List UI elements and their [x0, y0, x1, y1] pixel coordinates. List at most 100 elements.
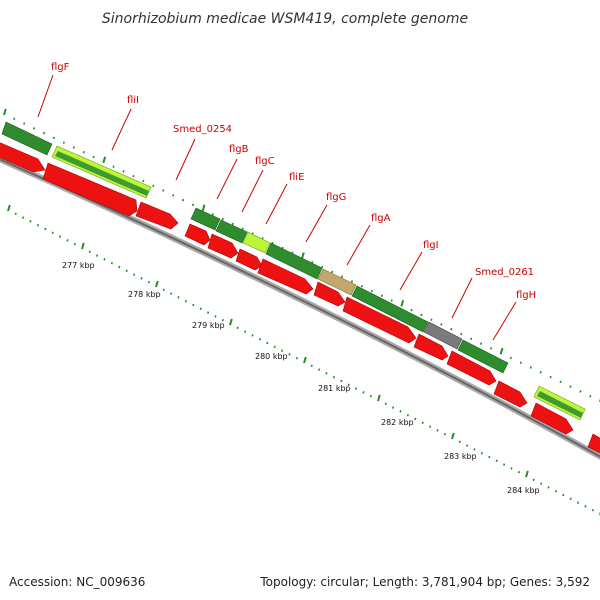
cds-arrow: [42, 162, 138, 217]
minor-tick: [310, 364, 313, 368]
gene-block-flgF: [1, 121, 53, 156]
minor-tick: [421, 421, 424, 425]
kbp-label: 279 kbp: [192, 321, 225, 330]
gene-label: flgF: [51, 62, 70, 73]
gene-label: fliE: [289, 172, 304, 183]
minor-tick: [73, 242, 76, 246]
minor-tick: [529, 366, 532, 369]
minor-tick: [103, 258, 106, 261]
minor-tick: [420, 313, 423, 317]
minor-tick: [51, 231, 54, 235]
minor-tick: [52, 136, 56, 140]
minor-tick: [112, 165, 115, 168]
minor-tick: [162, 288, 165, 292]
minor-tick: [288, 353, 291, 356]
minor-tick: [221, 318, 224, 322]
minor-tick: [466, 444, 469, 447]
minor-tick: [192, 303, 195, 307]
minor-tick: [519, 361, 522, 364]
minor-tick: [470, 337, 473, 341]
gene-labels: flgF fliI Smed_0254 flgB flgC fliE flgG …: [51, 62, 536, 301]
map-title: Sinorhizobium medicae WSM419, complete g…: [102, 11, 468, 27]
minor-tick: [489, 347, 493, 350]
gene-label: flgA: [371, 213, 391, 224]
cds-arrow: [235, 248, 263, 271]
major-tick: [499, 347, 504, 355]
major-tick: [377, 394, 381, 402]
minor-tick: [241, 227, 244, 231]
minor-tick: [152, 184, 155, 187]
major-tick: [303, 356, 307, 364]
minor-tick: [440, 323, 443, 326]
cds-arrow: [530, 402, 574, 435]
minor-tick: [133, 273, 136, 276]
gene-block-flgH: [457, 339, 509, 374]
minor-tick: [281, 349, 284, 352]
minor-tick: [539, 371, 542, 374]
cds-arrow: [184, 223, 211, 246]
minor-tick: [221, 218, 224, 221]
gene-block-fliI-inner: [55, 151, 149, 196]
minor-tick: [331, 270, 334, 274]
kbp-label: 280 kbp: [255, 352, 288, 361]
major-tick: [7, 204, 11, 212]
minor-tick: [172, 194, 175, 197]
minor-tick: [72, 146, 75, 149]
gene-label: flgI: [423, 240, 439, 251]
cds-arrow: [135, 201, 179, 230]
minor-tick: [436, 429, 439, 432]
major-tick: [155, 280, 159, 288]
gene-block-flgB: [190, 207, 221, 231]
major-tick: [3, 108, 7, 116]
gene-label: fliI: [127, 95, 139, 106]
minor-tick: [244, 330, 247, 333]
gene-label: flgH: [516, 290, 536, 301]
major-tick: [81, 242, 85, 250]
minor-tick: [355, 387, 358, 390]
accession-text: Accession: NC_009636: [9, 575, 145, 589]
label-leaders: [37, 74, 517, 341]
kbp-label: 283 kbp: [444, 452, 477, 461]
gene-block-flgC: [215, 219, 248, 244]
minor-tick: [458, 440, 461, 444]
minor-tick: [92, 155, 95, 159]
minor-tick: [182, 198, 185, 202]
minor-tick: [199, 307, 202, 311]
gene-block-flgI: [351, 285, 429, 333]
minor-tick: [443, 432, 446, 436]
minor-tick: [392, 406, 395, 409]
minor-tick: [140, 277, 143, 280]
minor-tick: [488, 455, 491, 459]
minor-tick: [406, 413, 409, 417]
kbp-label: 278 kbp: [128, 290, 161, 299]
minor-tick: [384, 402, 387, 406]
minor-tick: [569, 497, 572, 501]
gene-blocks: [1, 121, 586, 421]
minor-tick: [318, 368, 321, 371]
minor-tick: [473, 448, 476, 451]
minor-tick: [162, 189, 165, 192]
minor-tick: [142, 179, 145, 183]
minor-tick: [59, 235, 62, 238]
minor-tick: [549, 375, 552, 379]
gene-block-flgA: [317, 268, 357, 296]
minor-tick: [532, 478, 535, 482]
minor-tick: [332, 375, 335, 379]
minor-tick: [510, 467, 513, 470]
cds-arrow: [257, 258, 314, 295]
gene-block-flgG: [265, 242, 323, 280]
topology-text: Topology: circular; Length: 3,781,904 bp…: [259, 575, 590, 589]
minor-tick: [251, 334, 254, 337]
gene-block-next-inner: [537, 391, 583, 418]
minor-tick: [554, 489, 557, 493]
minor-tick: [350, 280, 354, 283]
minor-tick: [584, 505, 587, 508]
minor-tick: [13, 117, 16, 121]
minor-tick: [82, 151, 85, 154]
minor-tick: [562, 493, 565, 497]
minor-tick: [340, 275, 344, 278]
kbp-labels: 277 kbp 278 kbp 279 kbp 280 kbp 281 kbp …: [62, 261, 540, 495]
minor-tick: [370, 289, 373, 293]
minor-tick: [96, 254, 99, 257]
